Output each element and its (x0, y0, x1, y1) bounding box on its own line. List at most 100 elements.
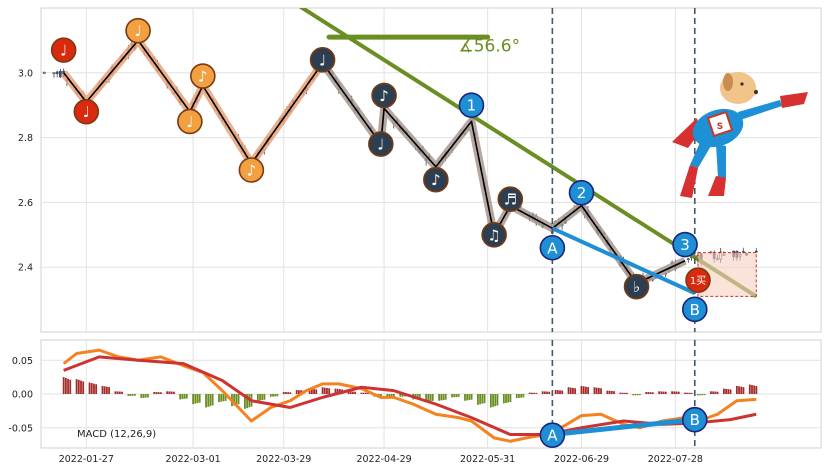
zigzag-line (63, 39, 686, 285)
marker-♩: ♩ (73, 98, 100, 125)
macd-hist-bar (88, 382, 91, 394)
marker-♩: ♩ (125, 17, 151, 44)
macd-hist-bar (675, 391, 678, 394)
macd-hist-bar (393, 394, 395, 398)
macd-hist-bar (134, 394, 136, 396)
macd-hist-bar (554, 389, 557, 394)
macd-hist-bar (181, 394, 184, 400)
macd-hist-bar (220, 394, 223, 402)
macd-hist-bar (699, 394, 702, 396)
macd-hist-bar (140, 394, 143, 399)
macd-hist-bar (548, 391, 551, 394)
macd-hist-bar (660, 391, 663, 394)
x-tick-label: 2022-06-29 (554, 454, 609, 465)
macd-hist-bar (401, 394, 404, 397)
marker-circle (368, 131, 394, 157)
macd-hist-bar (740, 386, 743, 394)
macd-hist-bar (714, 391, 717, 394)
macd-hist-bar (334, 388, 337, 394)
macd-hist-bar (166, 391, 169, 394)
macd-hist-bar (703, 394, 706, 396)
macd-hist-bar (632, 394, 635, 396)
macd-hist-bar (507, 394, 510, 403)
macd-hist-bar (710, 391, 712, 394)
macd-hist-bar (492, 394, 494, 407)
marker-circle (681, 406, 708, 433)
macd-hist-bar (479, 394, 482, 405)
marker-circle (423, 166, 449, 193)
macd-hist-bar (64, 377, 67, 394)
candle-body (59, 70, 62, 78)
price-grid (41, 8, 821, 332)
macd-hist-bar (727, 389, 730, 394)
macd-hist-bar (276, 394, 279, 397)
marker-label: ♩ (83, 103, 90, 121)
macd-hist-bar (438, 394, 440, 401)
macd-hist-bar (645, 391, 648, 394)
macd-hist-bar (222, 394, 225, 402)
macd-hist-bar (494, 394, 497, 407)
macd-hist-bar (62, 377, 65, 394)
x-tick-label: 2022-03-01 (166, 454, 221, 465)
macd-hist-bar (451, 394, 453, 398)
macd-hist-bar (364, 392, 367, 394)
marker-label: 3 (680, 236, 690, 254)
macd-markers: AB (539, 406, 708, 448)
macd-hist-bar (453, 394, 456, 398)
marker-label: ♪ (431, 171, 441, 189)
macd-hist-bar (496, 394, 499, 406)
x-tick-label: 2022-03-29 (256, 454, 311, 465)
macd-hist-bar (477, 394, 479, 405)
macd-hist-bar (147, 394, 149, 398)
marker-♪: ♪ (190, 63, 216, 89)
macd-hist-bar (636, 394, 639, 396)
macd-hist-bar (429, 394, 432, 402)
macd-hist-bar (321, 387, 324, 394)
macd-hist-bar (67, 378, 69, 394)
macd-hist-bar (418, 394, 421, 399)
macd-hist-bar (686, 392, 689, 394)
price-y-tick-label: 2.8 (18, 133, 33, 144)
x-tick-label: 2022-01-27 (59, 454, 114, 465)
trend-line (298, 8, 758, 299)
marker-label: A (547, 427, 558, 445)
macd-hist-bar (535, 392, 538, 394)
macd-hist-bar (468, 394, 471, 401)
macd-hist-bar (360, 392, 363, 394)
marker-A: A (539, 422, 566, 448)
marker-label: ♫ (487, 226, 500, 244)
macd-hist-bar (595, 387, 598, 394)
macd-hist-bar (313, 389, 315, 394)
macd-hist-bar (142, 394, 145, 398)
candle-body (42, 71, 46, 74)
marker-♩: ♩ (177, 108, 203, 135)
price-y-tick-label: 3.0 (18, 68, 33, 79)
macd-hist-bar (77, 379, 80, 394)
macd-hist-bar (153, 391, 156, 394)
macd-hist-bar (690, 392, 693, 394)
marker-label: ♩ (377, 136, 384, 154)
macd-hist-bar (664, 391, 667, 394)
marker-label: 1 (467, 97, 477, 115)
macd-hist-bar (196, 394, 199, 404)
marker-♪: ♪ (371, 82, 397, 109)
marker-circle (497, 186, 524, 212)
macd-hist-bar (522, 394, 525, 398)
macd-hist-bar (308, 388, 311, 394)
macd-hist-bar (748, 384, 751, 394)
macd-hist-bar (349, 391, 352, 394)
x-tick-label: 2022-04-29 (356, 454, 411, 465)
candle-body (754, 250, 758, 253)
macd-hist-bar (233, 394, 236, 406)
macd-y-tick-label: -0.05 (8, 423, 33, 434)
macd-hist-bar (118, 391, 121, 394)
macd-hist-bar (235, 394, 238, 405)
macd-hist-bar (416, 394, 419, 399)
marker-♭: ♭ (623, 273, 650, 300)
marker-3: 3 (672, 231, 698, 258)
macd-hist-bar (505, 394, 507, 403)
macd-hist-bar (440, 394, 443, 401)
marker-circle (177, 108, 203, 135)
macd-hist-bar (425, 394, 428, 403)
marker-circle (568, 179, 595, 206)
